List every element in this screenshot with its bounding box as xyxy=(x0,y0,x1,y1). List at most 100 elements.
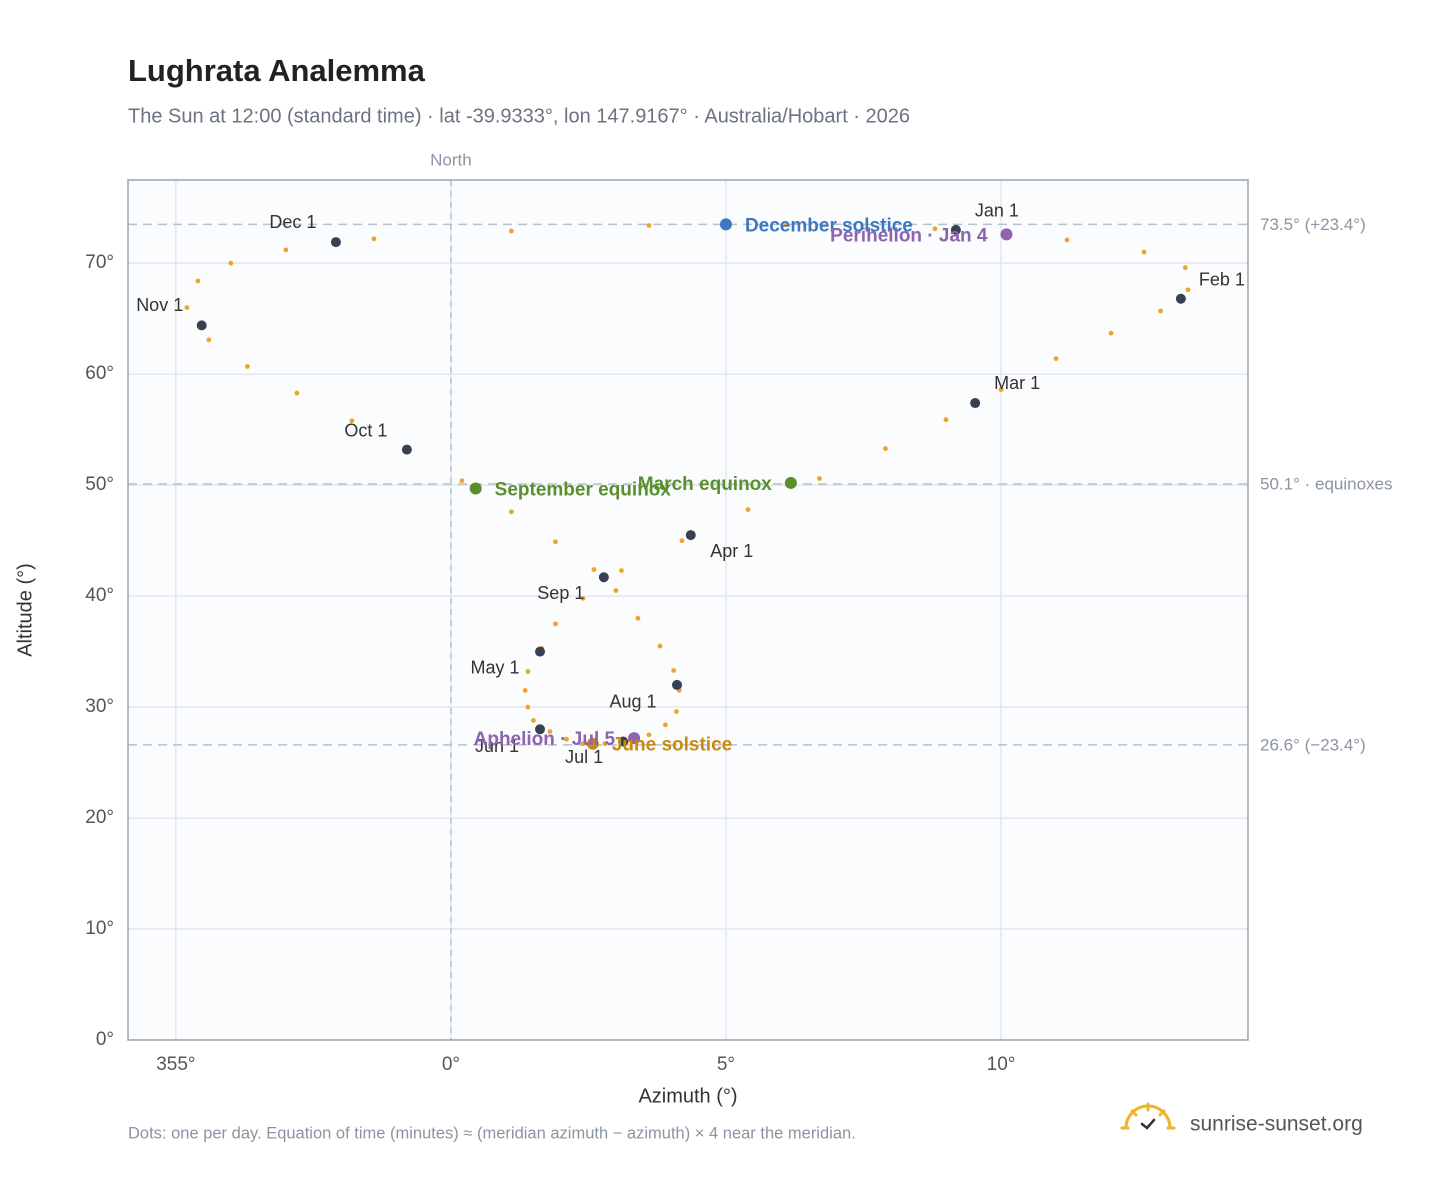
day-dot xyxy=(943,417,949,423)
day-dot xyxy=(509,228,514,234)
day-dot xyxy=(525,704,531,710)
y-tick-label: 20° xyxy=(85,807,114,828)
day-dot xyxy=(206,337,212,343)
marks xyxy=(184,218,1191,750)
reference-label: 50.1° · equinoxes xyxy=(1260,475,1393,494)
event-label: December solstice xyxy=(745,215,913,236)
month-label: May 1 xyxy=(471,657,520,677)
day-dot xyxy=(580,595,586,601)
day-dot xyxy=(184,305,190,311)
month-label: Jan 1 xyxy=(975,201,1019,221)
grid xyxy=(128,180,1248,1041)
month-dot xyxy=(685,530,696,541)
event-dot xyxy=(586,737,599,750)
day-dot xyxy=(883,446,888,451)
day-dot xyxy=(613,588,619,593)
day-dot xyxy=(591,567,597,572)
day-dot xyxy=(1064,237,1070,243)
month-label: Oct 1 xyxy=(344,420,387,440)
day-dot xyxy=(1141,249,1147,255)
y-tick-label: 10° xyxy=(85,918,114,939)
x-tick-label: 355° xyxy=(156,1054,195,1075)
day-dot xyxy=(1185,287,1191,293)
month-label: Aug 1 xyxy=(609,692,656,712)
month-dot xyxy=(196,320,207,331)
day-dot xyxy=(195,278,201,284)
event-label: Aphelion · Jul 5 xyxy=(474,729,616,750)
day-dot xyxy=(745,507,751,512)
reference-label: 73.5° (+23.4°) xyxy=(1260,215,1366,234)
event-label: Perihelion · Jan 4 xyxy=(830,225,988,246)
day-dot xyxy=(244,364,250,369)
y-axis-label: Altitude (°) xyxy=(14,563,36,657)
day-dot xyxy=(509,509,514,515)
month-dot xyxy=(618,736,629,747)
day-dot xyxy=(294,390,300,396)
event-dot xyxy=(1000,228,1013,241)
month-dot xyxy=(950,224,961,235)
day-dot xyxy=(817,476,822,481)
day-dot xyxy=(1182,265,1188,271)
month-label: Jul 1 xyxy=(565,747,603,767)
x-tick-label: 0° xyxy=(442,1054,460,1075)
day-dot xyxy=(553,539,558,545)
month-dot xyxy=(535,724,546,735)
event-label: June solstice xyxy=(612,735,732,756)
y-tick-label: 70° xyxy=(85,252,114,273)
y-tick-label: 0° xyxy=(96,1029,114,1050)
month-dot xyxy=(1175,293,1186,304)
month-label: Dec 1 xyxy=(269,212,316,232)
month-dot xyxy=(970,398,981,409)
day-dot xyxy=(646,732,652,738)
day-dot xyxy=(580,741,586,747)
month-dot xyxy=(671,679,682,690)
day-dot xyxy=(663,722,668,728)
month-dot xyxy=(598,572,609,583)
day-dot xyxy=(1053,356,1059,362)
month-label: Nov 1 xyxy=(136,295,183,315)
event-label: September equinox xyxy=(495,480,672,501)
day-dot xyxy=(635,615,641,621)
month-label: Sep 1 xyxy=(537,583,584,603)
north-label: North xyxy=(430,150,472,169)
month-dot xyxy=(401,444,412,455)
day-dot xyxy=(283,247,289,253)
x-tick-label: 5° xyxy=(717,1054,735,1075)
month-label: Mar 1 xyxy=(994,373,1040,393)
y-tick-label: 30° xyxy=(85,696,114,717)
day-dot xyxy=(553,621,558,627)
chart-title: Lughrata Analemma xyxy=(128,53,426,88)
day-dot xyxy=(932,226,938,232)
month-label: Feb 1 xyxy=(1199,269,1245,289)
month-dot xyxy=(535,646,546,657)
day-dot xyxy=(459,478,465,484)
day-dot xyxy=(674,709,679,714)
day-dot xyxy=(998,387,1004,393)
day-dot xyxy=(228,260,234,266)
x-axis-label: Azimuth (°) xyxy=(638,1085,737,1107)
day-dot xyxy=(349,418,355,424)
month-dot xyxy=(330,237,341,248)
chart-subtitle: The Sun at 12:00 (standard time) · lat -… xyxy=(128,105,910,127)
event-dot xyxy=(628,732,641,745)
footnote: Dots: one per day. Equation of time (min… xyxy=(128,1124,856,1142)
event-dot xyxy=(469,482,482,495)
day-dot xyxy=(671,668,677,673)
y-tick-label: 60° xyxy=(85,363,114,384)
day-dot xyxy=(679,538,685,544)
brand: sunrise-sunset.org xyxy=(1190,1113,1363,1136)
plot-area xyxy=(128,180,1248,1040)
event-dot xyxy=(719,218,732,231)
day-dot xyxy=(522,688,528,693)
plot-frame xyxy=(127,179,1249,1041)
reference-label: 26.6° (−23.4°) xyxy=(1260,735,1366,754)
day-dot xyxy=(602,741,608,747)
y-tick-label: 40° xyxy=(85,585,114,606)
y-tick-label: 50° xyxy=(85,474,114,495)
day-dot xyxy=(657,643,663,649)
day-dot xyxy=(525,669,531,674)
event-dot xyxy=(784,476,797,489)
day-dot xyxy=(1108,330,1114,336)
day-dot xyxy=(1158,308,1163,314)
